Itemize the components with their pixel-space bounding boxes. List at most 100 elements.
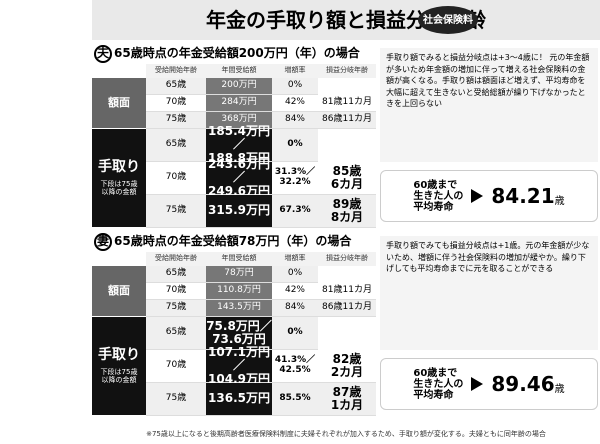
text-line: 平均寿命 [413, 389, 454, 401]
column-header: 増額率 [272, 64, 318, 78]
arrow [471, 189, 484, 203]
table-cell: 0% [272, 129, 318, 162]
table-cell: 41.3%／ 42.5% [272, 350, 318, 383]
text-line: 歳 [554, 384, 565, 395]
text-line: 0% [287, 268, 303, 279]
text-line: 65歳 [165, 139, 187, 150]
text-line: 107.1万円／ [208, 345, 270, 373]
text-line: 75歳 [165, 114, 187, 125]
life-box: 60歳まで 生きた人の 平均寿命 89.46 歳 [380, 358, 598, 410]
table-cell: 65歳 [146, 317, 206, 350]
text-line: 284万円 [221, 97, 257, 108]
text-line: 65歳 [165, 327, 187, 338]
table-cell: 65歳 [146, 266, 206, 283]
table-cell: 42% [272, 283, 318, 300]
text-line: 78万円 [224, 268, 254, 279]
title: 年金の手取り額と損益分岐年齢 [92, 0, 600, 40]
text-line: 89.46 [491, 372, 555, 396]
text-line: 73.6万円 [212, 332, 266, 346]
text-line: 6カ月 [330, 177, 364, 191]
text-line: 手取り [98, 158, 140, 175]
table-cell: 65歳 [146, 129, 206, 162]
text-line: 84.21 [491, 184, 555, 208]
text-line: 75歳 [165, 393, 187, 404]
table-cell: 75歳 [146, 112, 206, 129]
table-cell: 0% [272, 317, 318, 350]
text-line: 42% [284, 285, 305, 296]
text-line: 243.6万円／ [208, 157, 270, 185]
arrow [471, 377, 484, 391]
text-line: 84% [284, 114, 305, 125]
column-header: 損益分岐年齢 [318, 252, 376, 266]
text-line: 42.5% [279, 365, 311, 375]
column-header: 受給開始年齢 [146, 64, 206, 78]
column-header: 年間受給額 [206, 252, 272, 266]
text-line: 0% [287, 80, 303, 91]
table-cell: 75歳 [146, 300, 206, 317]
text-line: 75歳 [165, 302, 187, 313]
text-line: 60歳まで [413, 179, 458, 191]
table-cell: 243.6万円／ 249.6万円 [206, 158, 272, 197]
marker: 妻 [94, 233, 112, 251]
text-line: 生きた人の [413, 190, 464, 202]
table-cell: 0% [272, 266, 318, 283]
text-line: 65歳 [165, 268, 187, 279]
table-cell: 65歳 [146, 78, 206, 95]
table-cell: 42% [272, 95, 318, 112]
footnote: ※75歳以上になると後期高齢者医療保険料制度に夫婦それぞれが加入するため、手取り… [146, 430, 546, 439]
text-line: 86歳11カ月 [322, 114, 372, 125]
text-line: 110.8万円 [217, 285, 261, 296]
text-line: 188.8万円 [208, 150, 270, 165]
text-line: 75歳 [165, 205, 187, 216]
table-cell: 78万円 [206, 266, 272, 283]
text-line: 歳 [554, 196, 565, 207]
text-line: 下段は75歳以降の金額 [100, 368, 138, 384]
table-cell: 136.5万円 [206, 383, 272, 416]
table-cell: 107.1万円／ 104.9万円 [206, 346, 272, 386]
table-cell: 85.5% [272, 383, 318, 416]
text-line: 0% [287, 139, 303, 150]
group-label: 手取り下段は75歳以降の金額 [92, 317, 146, 416]
text-line: 平均寿命 [413, 201, 454, 213]
text-line: 32.2% [279, 177, 311, 187]
text-line: 89歳 [332, 196, 362, 211]
marker: 夫 [94, 45, 112, 63]
text-line: 104.9万円 [208, 371, 270, 386]
table-cell: 81歳11カ月 [318, 283, 376, 300]
text-line: 143.5万円 [217, 302, 261, 313]
text-line: 82歳 [332, 351, 362, 366]
text-line: 70歳 [165, 360, 187, 371]
text-line: 41.3%／ [274, 355, 316, 366]
table-cell: 368万円 [206, 112, 272, 129]
table-cell: 85歳 6カ月 [318, 162, 376, 195]
table-cell: 82歳 2カ月 [318, 350, 376, 383]
text-line: 60歳まで [413, 367, 458, 379]
text-line: 額面 [108, 283, 130, 297]
column-header: 年間受給額 [206, 64, 272, 78]
group-label: 額面 [92, 78, 146, 129]
life-box: 60歳まで 生きた人の 平均寿命 84.21 歳 [380, 170, 598, 222]
table-cell: 315.9万円 [206, 195, 272, 228]
table-cell: 70歳 [146, 283, 206, 300]
note: 手取り額でみても損益分岐点は+1歳。元の年金額が少ないため、増額に伴う社会保険料… [380, 236, 598, 350]
text-line: 81歳11カ月 [322, 285, 372, 296]
text-line: 86歳11カ月 [322, 302, 372, 313]
text-line: 8カ月 [330, 210, 364, 224]
table-cell: 86歳11カ月 [318, 112, 376, 129]
text-line: 136.5万円 [208, 391, 270, 406]
column-header: 受給開始年齢 [146, 252, 206, 266]
text-line: 手取り [98, 346, 140, 363]
group-label: 額面 [92, 266, 146, 317]
table-cell: 67.3% [272, 195, 318, 228]
text-line: 0% [287, 327, 303, 338]
table-cell: 70歳 [146, 95, 206, 112]
text-line: 81歳11カ月 [322, 97, 372, 108]
table-cell: 70歳 [146, 350, 206, 383]
text-line: 368万円 [221, 114, 257, 125]
table-cell: 84% [272, 300, 318, 317]
table-cell: 84% [272, 112, 318, 129]
text-line: 315.9万円 [208, 203, 270, 218]
text-line: 1カ月 [330, 398, 364, 412]
text-line: 185.4万円／ [208, 124, 270, 152]
